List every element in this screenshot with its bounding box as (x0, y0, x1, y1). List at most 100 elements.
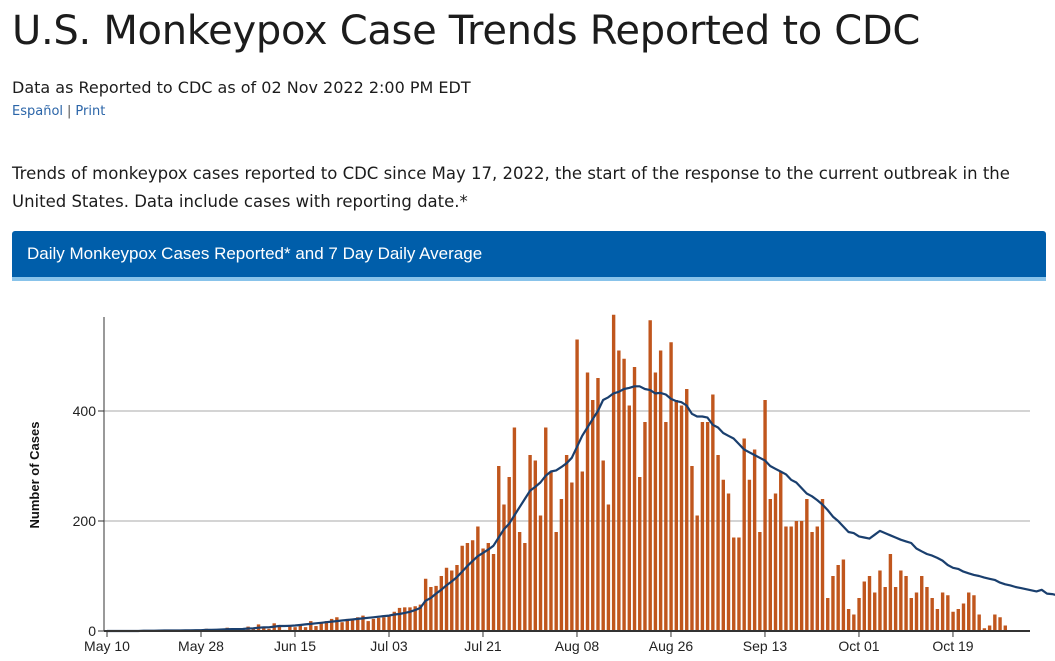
bar (893, 587, 898, 631)
bar (434, 585, 438, 631)
bar (768, 499, 772, 631)
bar (345, 618, 350, 631)
bar (460, 545, 464, 631)
bar (397, 607, 402, 631)
bar (826, 598, 830, 631)
bar (669, 342, 673, 631)
seven-day-average-line (107, 385, 1055, 633)
page-title: U.S. Monkeypox Case Trends Reported to C… (12, 8, 921, 54)
bar (444, 567, 449, 631)
bar (408, 607, 412, 631)
bar (904, 576, 908, 631)
bar (920, 576, 924, 631)
bar (632, 367, 637, 631)
espanol-link[interactable]: Español (12, 104, 64, 119)
x-tick-label: Aug 08 (555, 638, 600, 654)
bar (376, 617, 381, 631)
bar (512, 427, 517, 631)
bar (554, 532, 558, 631)
bar (779, 471, 783, 631)
chart-card-title: Daily Monkeypox Cases Reported* and 7 Da… (27, 244, 483, 263)
bar (638, 477, 642, 631)
cases-chart: 0 200 400 May 10 May 28 Jun 15 Jul 03 Jul 21 Aug… (27, 314, 1055, 654)
bar (695, 515, 699, 631)
bar (371, 618, 376, 631)
bar (831, 576, 835, 631)
bar (909, 598, 913, 631)
bar (705, 422, 710, 631)
y-tick-label: 200 (73, 513, 97, 529)
bar (450, 570, 454, 631)
bar (700, 422, 705, 631)
bar (972, 595, 976, 631)
y-tick-label: 0 (88, 623, 96, 639)
bar (763, 400, 767, 631)
bar (288, 624, 292, 631)
bar (883, 587, 887, 631)
bar (439, 576, 444, 631)
bar (361, 615, 365, 631)
bar (773, 493, 778, 631)
bar (309, 621, 313, 631)
bar (497, 466, 501, 631)
bar (679, 405, 684, 631)
x-tick-label: Jul 21 (464, 638, 502, 654)
bar (805, 499, 809, 631)
bar (570, 482, 574, 631)
bar (366, 621, 370, 631)
bar (251, 628, 256, 631)
bar (653, 372, 658, 631)
bar (277, 624, 282, 631)
bar (340, 622, 344, 631)
bar (752, 449, 757, 631)
bar (627, 405, 631, 631)
bar (664, 422, 668, 631)
bar (262, 626, 266, 631)
bar (533, 460, 538, 631)
bar (711, 394, 715, 631)
average-line-group (107, 385, 1055, 633)
bar (721, 479, 725, 631)
bar (726, 493, 731, 631)
print-link[interactable]: Print (75, 104, 106, 119)
bar (873, 592, 877, 631)
bar (559, 499, 564, 631)
bar (601, 460, 605, 631)
bar (470, 540, 475, 631)
bar (596, 378, 600, 631)
bar (815, 526, 819, 631)
bar (810, 532, 814, 631)
x-tick-label: Oct 01 (838, 638, 879, 654)
bar (648, 320, 652, 631)
bar (716, 455, 720, 631)
bar (862, 581, 866, 631)
bar (622, 358, 626, 631)
bar (857, 598, 861, 631)
x-tick-label: May 10 (84, 638, 130, 654)
bar (961, 603, 966, 631)
bar (617, 350, 621, 631)
bar (930, 598, 934, 631)
bar (486, 543, 491, 631)
x-tick-label: Aug 26 (649, 638, 694, 654)
bar (940, 592, 945, 631)
bar (423, 578, 428, 631)
bar (481, 548, 485, 631)
bar (685, 389, 689, 631)
bar (987, 625, 992, 631)
bar (690, 466, 694, 631)
bar (993, 614, 997, 631)
bar (465, 543, 470, 631)
bar (502, 504, 506, 631)
bar (387, 615, 391, 631)
bar (491, 554, 496, 631)
bars (141, 314, 1007, 631)
bar (867, 576, 872, 631)
bar (946, 595, 950, 631)
x-tick-label: Jun 15 (274, 638, 316, 654)
y-tick-label: 400 (73, 403, 97, 419)
bar (455, 565, 459, 631)
bar (674, 400, 678, 631)
bar (585, 372, 590, 631)
bar (356, 617, 360, 631)
